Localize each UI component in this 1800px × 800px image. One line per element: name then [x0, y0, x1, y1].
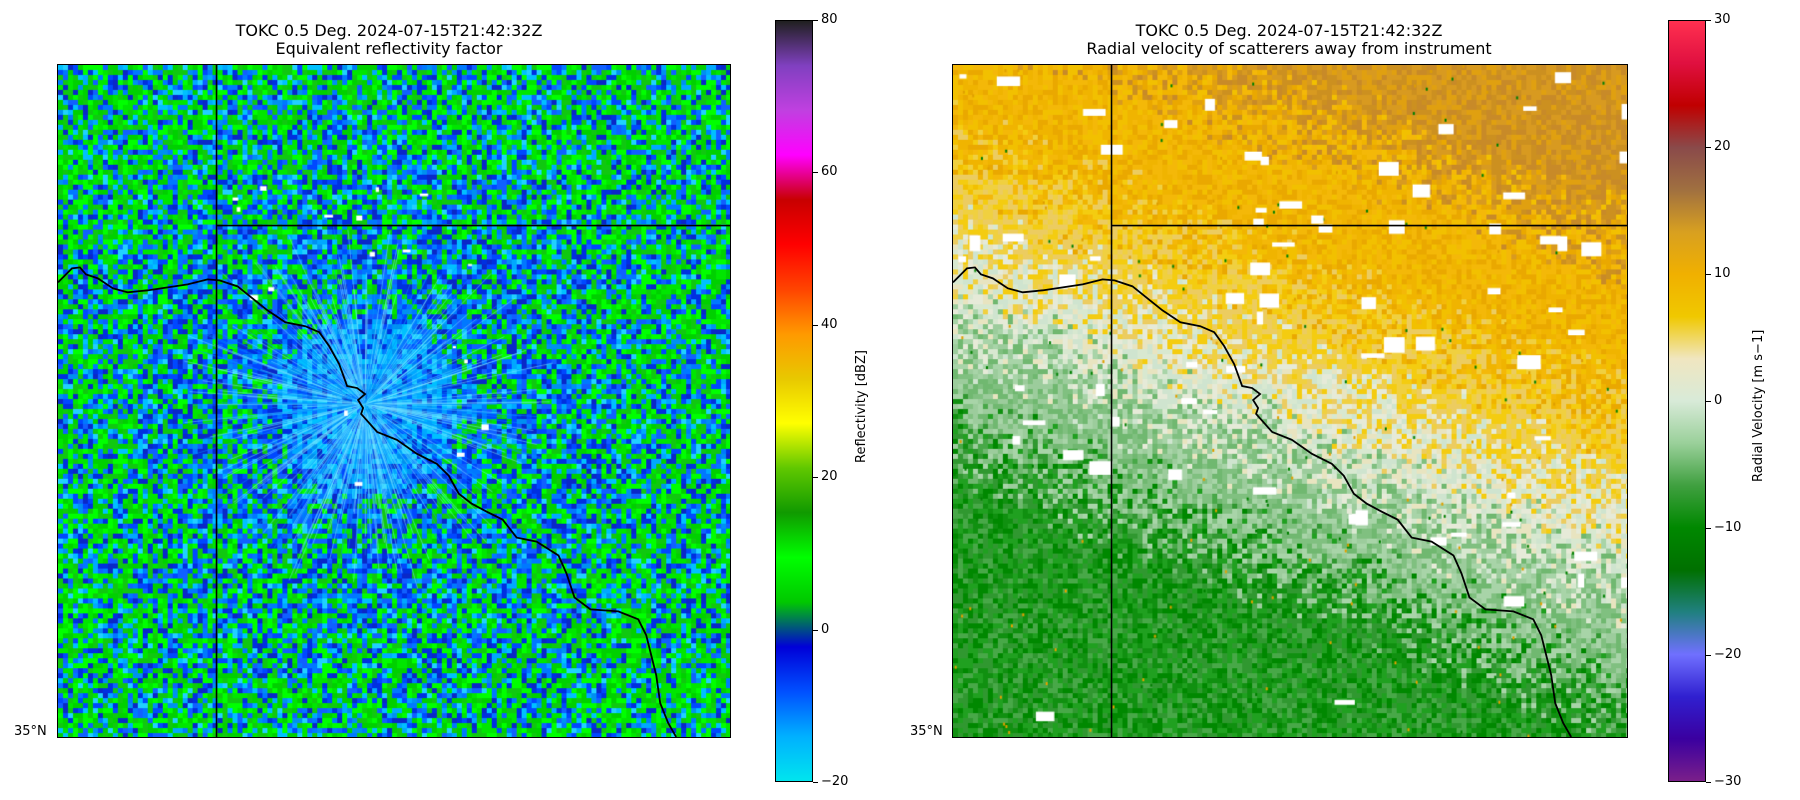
latitude-label: 35°N: [14, 724, 47, 739]
panel-title-line-1: TOKC 0.5 Deg. 2024-07-15T21:42:32Z: [1135, 21, 1443, 40]
colorbar-tick: [1706, 20, 1711, 21]
reflectivity-raster: [58, 65, 730, 737]
colorbar-velocity: [1668, 20, 1706, 782]
colorbar-tick: [813, 324, 818, 326]
colorbar-tick: [1706, 274, 1711, 275]
map-boundaries: [58, 65, 730, 737]
colorbar-tick: [1706, 782, 1711, 783]
colorbar-tick: [1706, 655, 1711, 656]
colorbar-tick-label: 60: [821, 164, 838, 180]
panel-title: TOKC 0.5 Deg. 2024-07-15T21:42:32Z Equiv…: [50, 22, 728, 58]
colorbar-tick-label: 0: [1714, 393, 1723, 408]
panel-title-line-1: TOKC 0.5 Deg. 2024-07-15T21:42:32Z: [235, 21, 543, 40]
map-boundaries: [953, 65, 1627, 737]
river-boundary: [58, 266, 677, 737]
colorbar-tick: [1706, 528, 1711, 529]
colorbar-tick-label: 10: [1714, 266, 1731, 281]
colorbar-tick-label: −10: [1714, 520, 1742, 535]
colorbar-tick-label: 30: [1714, 12, 1731, 27]
colorbar-tick-label: 20: [1714, 139, 1731, 154]
colorbar-tick-label: 20: [821, 469, 838, 485]
colorbar-reflectivity: [775, 20, 813, 782]
colorbar-tick-label: −30: [1714, 774, 1742, 789]
colorbar-tick-label: −20: [1714, 647, 1742, 662]
colorbar-tick-label: 80: [821, 12, 838, 27]
panel-title: TOKC 0.5 Deg. 2024-07-15T21:42:32Z Radia…: [950, 22, 1628, 58]
river-boundary: [953, 266, 1572, 737]
colorbar-label-reflectivity: Reflectivity [dBZ]: [854, 350, 869, 463]
colorbar-tick-label: −20: [821, 774, 849, 789]
colorbar-tick: [813, 20, 818, 21]
panel-title-line-2: Equivalent reflectivity factor: [275, 39, 503, 58]
panel-title-line-2: Radial velocity of scatterers away from …: [1086, 39, 1492, 58]
colorbar-tick-label: 0: [821, 621, 830, 637]
radar-map-velocity[interactable]: [952, 64, 1628, 738]
latitude-label: 35°N: [910, 724, 943, 739]
colorbar-tick: [1706, 401, 1711, 402]
colorbar-tick: [813, 629, 818, 631]
colorbar-tick: [813, 782, 818, 783]
colorbar-tick: [1706, 147, 1711, 148]
colorbar-tick-label: 40: [821, 316, 838, 332]
velocity-raster: [953, 65, 1627, 737]
colorbar-tick: [813, 172, 818, 174]
colorbar-tick: [813, 477, 818, 479]
colorbar-label-velocity: Radial Velocity [m s−1]: [1751, 329, 1766, 482]
radar-map-reflectivity[interactable]: [57, 64, 731, 738]
